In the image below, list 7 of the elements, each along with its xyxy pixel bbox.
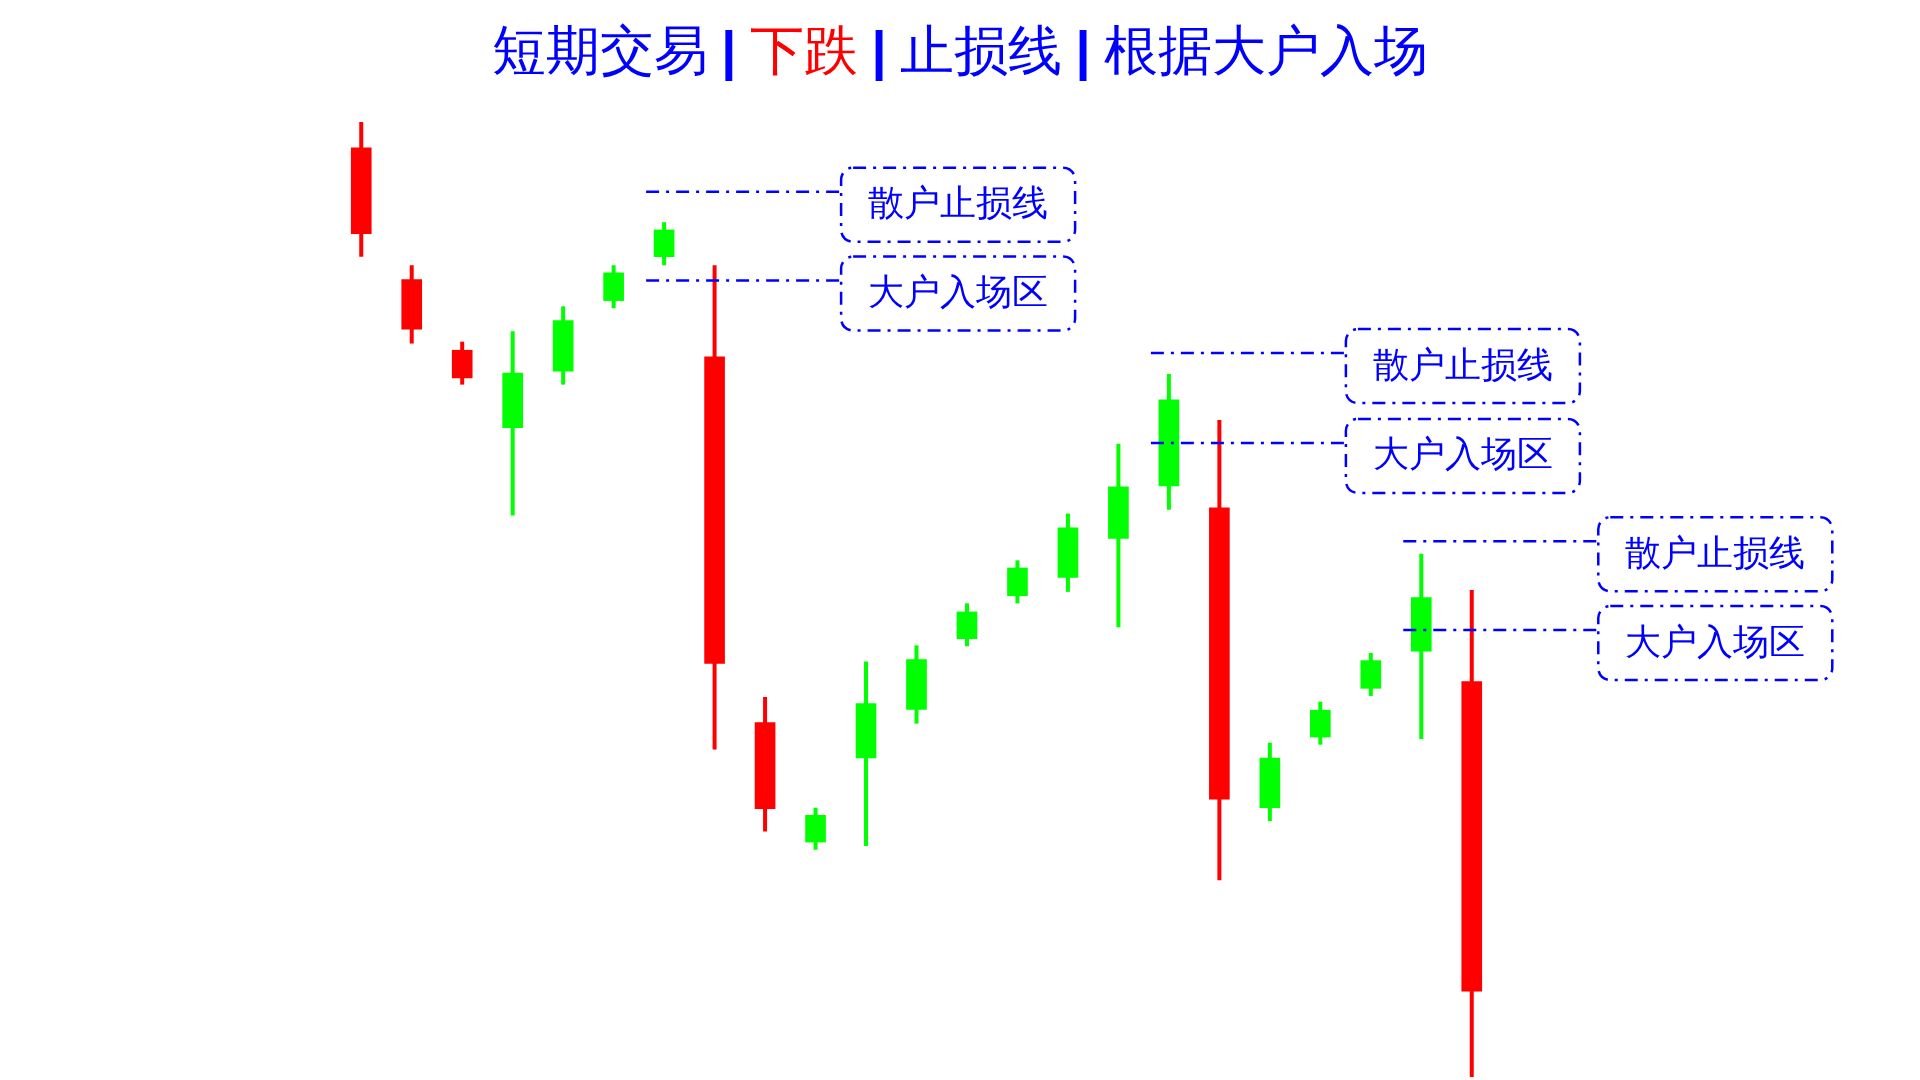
ref-line-label: 大户入场区 (868, 271, 1049, 312)
ref-line-label: 大户入场区 (1625, 621, 1806, 662)
chart-title: 短期交易 | 下跌 | 止损线 | 根据大户入场 (491, 20, 1429, 81)
ref-line-label: 大户入场区 (1372, 434, 1553, 475)
ref-line-label: 散户止损线 (868, 183, 1049, 224)
ref-line-label: 散户止损线 (1625, 532, 1806, 573)
ref-line-label: 散户止损线 (1372, 344, 1553, 385)
